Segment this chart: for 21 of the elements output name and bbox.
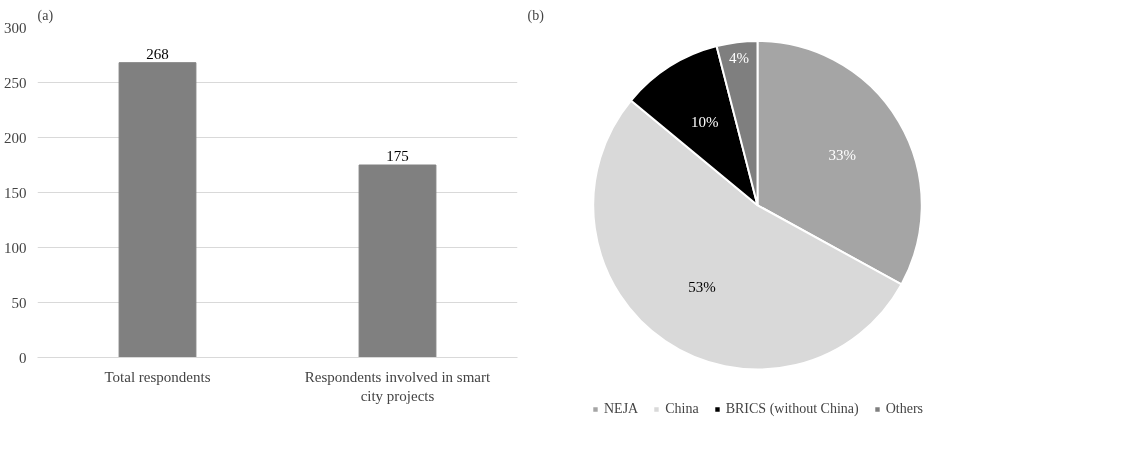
data-label: 10% [690,113,719,130]
legend-label: NEJA [603,401,639,417]
y-tick-label: 300 [4,19,27,36]
data-label: 175 [386,148,409,164]
legend-label: BRICS (without China) [725,401,859,417]
chart-title: (a) [37,7,54,24]
y-tick-label: 200 [4,129,27,146]
legend-label: China [665,401,699,417]
y-tick-label: 50 [11,294,27,311]
data-label: 53% [688,278,716,295]
x-tick-label: Total respondents [104,368,211,385]
data-label: 33% [828,147,857,163]
y-tick-label: 100 [4,239,27,256]
x-tick-label: Respondents involved in smart city projects [304,368,492,404]
data-label: 4% [728,50,749,67]
chart-title: (b) [527,7,545,24]
legend-label: Others [885,401,924,417]
y-tick-label: 250 [4,74,27,91]
y-tick-label: 150 [4,184,27,201]
y-tick-label: 0 [19,349,27,366]
data-label: 268 [146,45,169,62]
